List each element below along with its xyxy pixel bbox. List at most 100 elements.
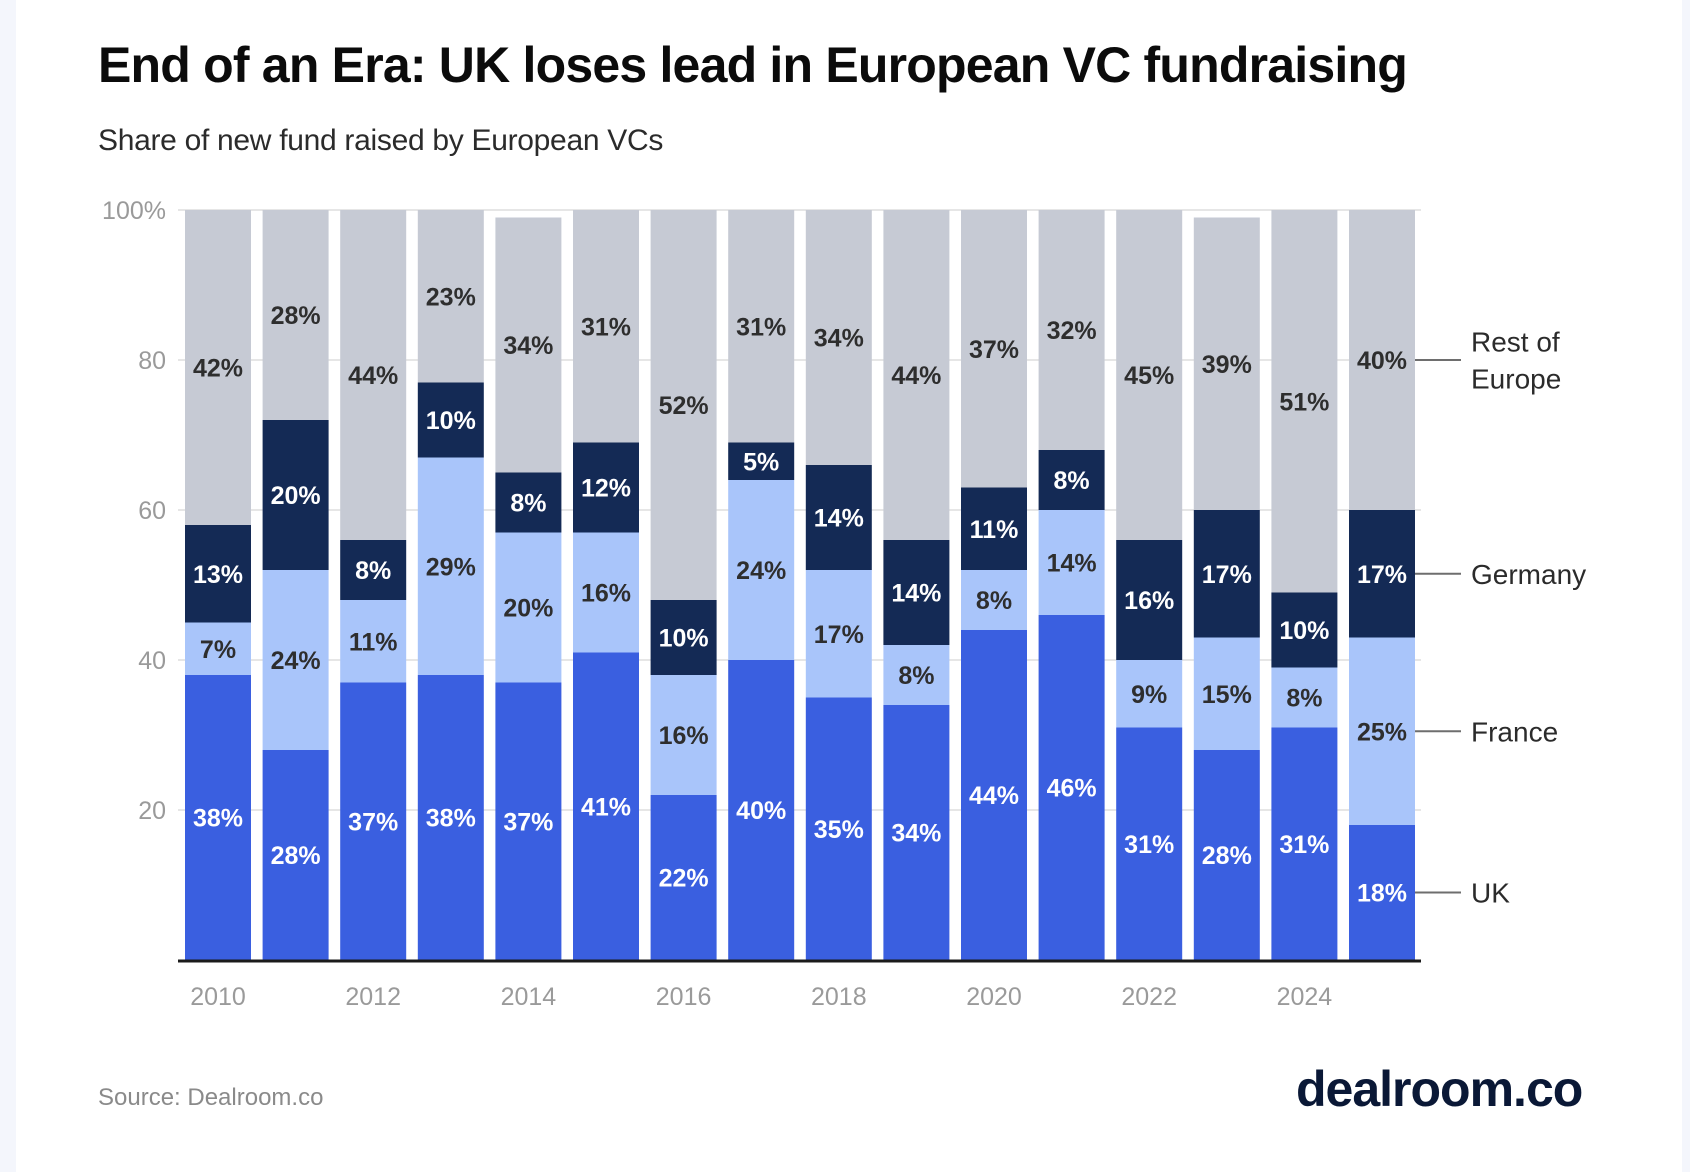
bar-label-uk-2010: 38%: [193, 805, 243, 833]
bar-segment-rest_of_europe-2022: [1116, 210, 1183, 540]
bar-segment-germany-2012: [340, 540, 407, 600]
bar-label-rest_of_europe-2017: 31%: [736, 313, 786, 341]
bar-label-germany-2017: 5%: [743, 448, 779, 476]
bar-segment-germany-2021: [1038, 450, 1105, 510]
bar-segment-uk-2018: [805, 697, 872, 960]
source-note: Source: Dealroom.co: [98, 1084, 324, 1111]
bar-segment-germany-2023: [1193, 510, 1260, 638]
dealroom-logo: dealroom.co: [1296, 1061, 1583, 1117]
bar-segment-uk-2011: [262, 750, 329, 960]
bar-label-france-2017: 24%: [736, 557, 786, 585]
bar-label-uk-2017: 40%: [736, 797, 786, 825]
bar-label-germany-2011: 20%: [271, 482, 321, 510]
bar-label-uk-2013: 38%: [426, 805, 476, 833]
bar-label-france-2013: 29%: [426, 553, 476, 581]
bar-segment-germany-2011: [262, 420, 329, 570]
bar-segment-germany-2020: [961, 487, 1027, 570]
bar-label-germany-2023: 17%: [1202, 561, 1252, 589]
bar-segment-rest_of_europe-2018: [805, 210, 872, 465]
bar-segment-france-2012: [340, 600, 407, 683]
bar-label-uk-2020: 44%: [969, 782, 1019, 810]
bar-label-germany-2014: 8%: [510, 490, 546, 518]
bar-segment-rest_of_europe-2016: [650, 210, 717, 600]
bar-label-france-2014: 20%: [503, 595, 553, 623]
bar-label-rest_of_europe-2023: 39%: [1202, 351, 1252, 379]
bar-label-uk-2018: 35%: [814, 816, 864, 844]
bar-segment-germany-2010: [185, 525, 251, 623]
bar-label-rest_of_europe-2022: 45%: [1124, 362, 1174, 390]
bar-segment-rest_of_europe-2014: [495, 217, 562, 473]
bar-label-france-2022: 9%: [1131, 681, 1167, 709]
x-tick-label: 2018: [811, 983, 867, 1011]
x-tick-label: 2014: [501, 983, 557, 1011]
bar-segment-germany-2019: [883, 540, 950, 645]
bar-label-rest_of_europe-2015: 31%: [581, 313, 631, 341]
chart-title: End of an Era: UK loses lead in European…: [98, 37, 1408, 93]
bar-column-2011: [262, 210, 329, 960]
bar-label-germany-2022: 16%: [1124, 587, 1174, 615]
bar-label-germany-2013: 10%: [426, 407, 476, 435]
chart-subtitle: Share of new fund raised by European VCs: [98, 124, 664, 157]
bar-segment-france-2025: [1349, 637, 1415, 825]
bar-segment-rest_of_europe-2012: [340, 210, 407, 540]
bar-label-france-2019: 8%: [898, 662, 934, 690]
bar-segment-uk-2020: [961, 630, 1027, 960]
bar-label-uk-2025: 18%: [1357, 880, 1407, 908]
x-tick-label: 2022: [1121, 983, 1177, 1011]
bar-segment-uk-2023: [1193, 750, 1260, 960]
bar-segment-france-2015: [573, 532, 639, 653]
bar-label-uk-2014: 37%: [503, 808, 553, 836]
bar-label-france-2024: 8%: [1286, 685, 1322, 713]
bar-label-rest_of_europe-2014: 34%: [503, 332, 553, 360]
bar-label-uk-2021: 46%: [1047, 775, 1097, 803]
bar-segment-germany-2018: [805, 465, 872, 570]
bar-segment-rest_of_europe-2015: [573, 210, 639, 443]
bar-column-2013: [417, 210, 484, 960]
bar-segment-france-2014: [495, 532, 562, 683]
bar-segment-germany-2013: [417, 382, 484, 458]
bar-label-france-2011: 24%: [271, 647, 321, 675]
bar-segment-uk-2019: [883, 705, 950, 960]
bar-label-germany-2025: 17%: [1357, 561, 1407, 589]
bar-label-rest_of_europe-2013: 23%: [426, 283, 476, 311]
bar-label-germany-2021: 8%: [1054, 467, 1090, 495]
bar-label-france-2023: 15%: [1202, 681, 1252, 709]
bar-label-france-2018: 17%: [814, 621, 864, 649]
bar-label-france-2021: 14%: [1047, 550, 1097, 578]
bar-label-rest_of_europe-2019: 44%: [891, 362, 941, 390]
bar-segment-rest_of_europe-2024: [1271, 210, 1338, 593]
bar-column-2025: [1349, 210, 1415, 960]
bar-label-germany-2016: 10%: [659, 625, 709, 653]
bar-segment-france-2022: [1116, 660, 1183, 728]
bar-segment-uk-2022: [1116, 727, 1183, 960]
bar-segment-rest_of_europe-2010: [185, 210, 251, 525]
bar-label-rest_of_europe-2018: 34%: [814, 325, 864, 353]
bar-label-france-2020: 8%: [976, 587, 1012, 615]
bar-segment-uk-2014: [495, 682, 562, 960]
bar-label-uk-2023: 28%: [1202, 842, 1252, 870]
bar-label-france-2010: 7%: [200, 636, 236, 664]
bar-label-uk-2019: 34%: [891, 820, 941, 848]
bar-segment-rest_of_europe-2021: [1038, 210, 1105, 450]
bar-segment-germany-2025: [1349, 510, 1415, 638]
bar-segment-uk-2016: [650, 795, 717, 960]
bar-segment-germany-2016: [650, 600, 717, 675]
y-tick-label: 60: [138, 497, 166, 525]
bar-value-labels: 38% 7% 13% 42% 28% 24% 20% 28% 37% 11% 8% 44% 38% 29%…: [193, 283, 1407, 907]
bar-column-2020: [961, 210, 1027, 960]
legend-label-uk: UK: [1471, 878, 1510, 909]
bar-column-2019: [883, 210, 950, 960]
bar-label-germany-2020: 11%: [970, 516, 1019, 544]
y-tick-label: 80: [138, 347, 166, 375]
bar-segment-rest_of_europe-2023: [1193, 217, 1260, 510]
bar-label-germany-2018: 14%: [814, 505, 864, 533]
bar-segment-uk-2017: [728, 660, 795, 960]
bar-column-2022: [1116, 210, 1183, 960]
bar-segment-rest_of_europe-2013: [417, 210, 484, 383]
bar-label-uk-2022: 31%: [1124, 831, 1174, 859]
bar-label-rest_of_europe-2016: 52%: [659, 392, 709, 420]
bar-segment-rest_of_europe-2017: [728, 210, 795, 443]
bar-label-france-2016: 16%: [659, 722, 709, 750]
legend-label-rest_of_europe: Rest of Europe: [1471, 327, 1561, 395]
bar-column-2018: [805, 210, 872, 960]
